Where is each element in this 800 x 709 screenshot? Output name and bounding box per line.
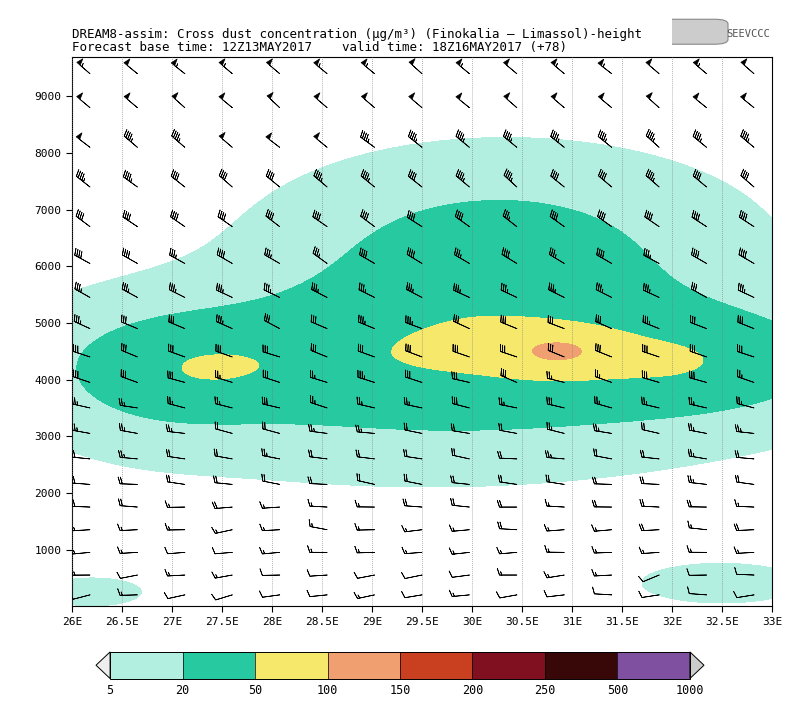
- Text: 1000: 1000: [676, 683, 704, 697]
- Text: Forecast base time: 12Z13MAY2017    valid time: 18Z16MAY2017 (+78): Forecast base time: 12Z13MAY2017 valid t…: [72, 41, 567, 54]
- Text: 500: 500: [606, 683, 628, 697]
- Text: 100: 100: [317, 683, 338, 697]
- Text: 150: 150: [390, 683, 410, 697]
- Bar: [182, 652, 255, 679]
- FancyBboxPatch shape: [658, 19, 728, 44]
- Polygon shape: [96, 652, 110, 679]
- Text: SEEVCCC: SEEVCCC: [726, 28, 770, 39]
- Bar: [327, 652, 400, 679]
- Polygon shape: [690, 652, 704, 679]
- Bar: [618, 652, 690, 679]
- Bar: [255, 652, 327, 679]
- Text: DREAM8-assim: Cross dust concentration (μg/m³) (Finokalia – Limassol)-height: DREAM8-assim: Cross dust concentration (…: [72, 28, 642, 41]
- Text: 5: 5: [106, 683, 114, 697]
- Bar: [473, 652, 545, 679]
- Bar: [400, 652, 473, 679]
- Bar: [110, 652, 182, 679]
- Text: 50: 50: [248, 683, 262, 697]
- Bar: [545, 652, 618, 679]
- Text: 250: 250: [534, 683, 556, 697]
- Text: 200: 200: [462, 683, 483, 697]
- Text: 20: 20: [175, 683, 190, 697]
- Bar: [110, 652, 690, 679]
